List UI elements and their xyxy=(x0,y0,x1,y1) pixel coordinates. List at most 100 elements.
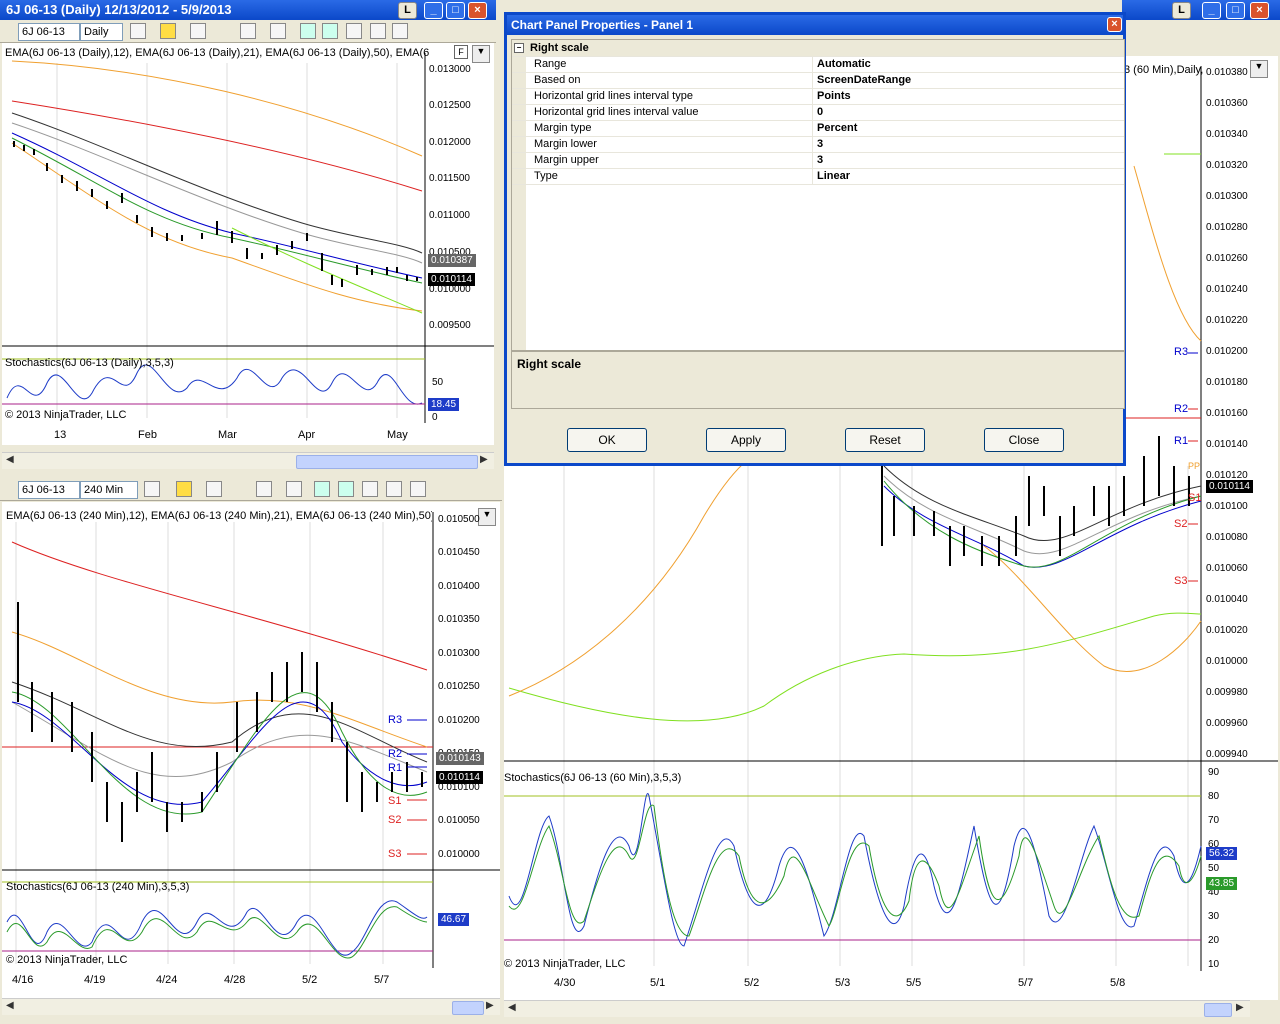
property-value[interactable]: ScreenDateRange xyxy=(812,72,911,88)
daily-window-title: 6J 06-13 (Daily) 12/13/2012 - 5/9/2013 xyxy=(6,2,232,17)
bar-type-icon[interactable] xyxy=(144,481,160,497)
crosshair-icon[interactable] xyxy=(240,23,256,39)
daily-date-label: Apr xyxy=(298,429,316,441)
property-row-range[interactable]: Range Automatic xyxy=(512,56,1124,73)
ok-button[interactable]: OK xyxy=(567,428,647,452)
period-selector[interactable]: 240 Min xyxy=(80,481,139,499)
link-button[interactable]: L xyxy=(398,2,417,19)
close-dialog-button[interactable]: Close xyxy=(984,428,1064,452)
daily-price-panel[interactable]: EMA(6J 06-13 (Daily),12), EMA(6J 06-13 (… xyxy=(2,43,494,445)
minimize-button[interactable]: _ xyxy=(424,2,443,19)
dialog-titlebar[interactable]: Chart Panel Properties - Panel 1 × xyxy=(507,15,1123,35)
copyright: © 2013 NinjaTrader, LLC xyxy=(6,954,128,966)
60min-axis-tick: 0.010320 xyxy=(1206,160,1248,171)
lock-icon[interactable] xyxy=(410,481,426,497)
scroll-thumb[interactable] xyxy=(296,455,478,469)
data-box-icon[interactable] xyxy=(300,23,316,39)
240min-date-label: 4/24 xyxy=(156,974,178,986)
60min-axis-tick: 0.010120 xyxy=(1206,470,1248,481)
bar-type-icon[interactable] xyxy=(130,23,146,39)
property-row-margin-upper[interactable]: Margin upper 3 xyxy=(512,152,1124,169)
240min-date-label: 4/19 xyxy=(84,974,106,986)
zoom-icon[interactable] xyxy=(286,481,302,497)
collapse-icon[interactable]: − xyxy=(514,43,524,53)
property-row-margin-lower[interactable]: Margin lower 3 xyxy=(512,136,1124,153)
indicators-icon[interactable] xyxy=(338,481,354,497)
scroll-left-icon[interactable]: ◀ xyxy=(6,454,14,465)
panel-dropdown-icon[interactable]: ▼ xyxy=(472,45,490,63)
pivot-r3: R3 xyxy=(1174,346,1189,358)
panel-menu-button[interactable]: F xyxy=(454,45,468,59)
panel-dropdown-icon[interactable]: ▼ xyxy=(478,508,496,526)
pencil-icon[interactable] xyxy=(176,481,192,497)
pointer-icon[interactable] xyxy=(256,481,272,497)
scroll-thumb[interactable] xyxy=(452,1001,484,1015)
60min-window-titlebar[interactable]: L _ □ × xyxy=(1122,0,1280,20)
property-row-grid-interval-type[interactable]: Horizontal grid lines interval type Point… xyxy=(512,88,1124,105)
pivot-r2: R2 xyxy=(388,748,403,760)
close-button[interactable]: × xyxy=(468,2,487,19)
pivot-s1: S1 xyxy=(388,795,402,807)
60min-axis-tick: 0.010200 xyxy=(1206,346,1248,357)
property-value[interactable]: Linear xyxy=(812,168,850,184)
apply-button[interactable]: Apply xyxy=(706,428,786,452)
60min-axis-tick: 0.010100 xyxy=(1206,501,1248,512)
scroll-right-icon[interactable]: ▶ xyxy=(486,1000,494,1011)
scroll-left-icon[interactable]: ◀ xyxy=(6,1000,14,1011)
instrument-selector[interactable]: 6J 06-13 xyxy=(18,481,80,499)
240min-toolbar: 6J 06-13 240 Min xyxy=(0,478,502,501)
60min-axis-tick: 0.010300 xyxy=(1206,191,1248,202)
daily-stoch-tick: 0 xyxy=(432,412,438,423)
instrument-selector[interactable]: 6J 06-13 xyxy=(18,23,80,41)
reset-button[interactable]: Reset xyxy=(845,428,925,452)
daily-price-chart xyxy=(2,53,494,423)
add-indicator-icon[interactable] xyxy=(190,23,206,39)
pencil-icon[interactable] xyxy=(160,23,176,39)
zoom-icon[interactable] xyxy=(270,23,286,39)
daily-window-titlebar[interactable]: 6J 06-13 (Daily) 12/13/2012 - 5/9/2013 L… xyxy=(0,0,496,20)
category-row[interactable]: − Right scale xyxy=(512,40,1124,57)
240min-horizontal-scrollbar[interactable]: ◀ ▶ xyxy=(2,998,500,1015)
properties-icon[interactable] xyxy=(386,481,402,497)
properties-icon[interactable] xyxy=(370,23,386,39)
add-indicator-icon[interactable] xyxy=(206,481,222,497)
scroll-right-icon[interactable]: ▶ xyxy=(1236,1002,1244,1013)
240min-price-panel[interactable]: EMA(6J 06-13 (240 Min),12), EMA(6J 06-13… xyxy=(2,502,500,998)
property-value[interactable]: Points xyxy=(812,88,851,104)
maximize-button[interactable]: □ xyxy=(446,2,465,19)
link-button[interactable]: L xyxy=(1172,2,1191,19)
60min-horizontal-scrollbar[interactable]: ◀ ▶ xyxy=(504,1000,1250,1017)
daily-horizontal-scrollbar[interactable]: ◀ ▶ xyxy=(2,452,494,469)
property-value[interactable]: 3 xyxy=(812,152,823,168)
daily-last-gray-tag: 0.010387 xyxy=(428,254,476,267)
copyright: © 2013 NinjaTrader, LLC xyxy=(5,409,127,421)
scroll-right-icon[interactable]: ▶ xyxy=(480,454,488,465)
60min-axis-tick: 0.010140 xyxy=(1206,439,1248,450)
property-row-grid-interval-value[interactable]: Horizontal grid lines interval value 0 xyxy=(512,104,1124,121)
maximize-button[interactable]: □ xyxy=(1226,2,1245,19)
lock-icon[interactable] xyxy=(392,23,408,39)
indicators-icon[interactable] xyxy=(322,23,338,39)
property-key: Horizontal grid lines interval value xyxy=(534,106,699,118)
property-value[interactable]: 3 xyxy=(812,136,823,152)
property-row-type[interactable]: Type Linear xyxy=(512,168,1124,185)
property-key: Margin lower xyxy=(534,138,597,150)
minimize-button[interactable]: _ xyxy=(1202,2,1221,19)
dialog-close-button[interactable]: × xyxy=(1107,17,1122,32)
scroll-left-icon[interactable]: ◀ xyxy=(508,1002,516,1013)
strategies-icon[interactable] xyxy=(346,23,362,39)
property-row-based-on[interactable]: Based on ScreenDateRange xyxy=(512,72,1124,89)
property-value[interactable]: Percent xyxy=(812,120,857,136)
daily-stoch-tick: 50 xyxy=(432,377,444,388)
pivot-s2: S2 xyxy=(1174,518,1188,530)
scroll-thumb[interactable] xyxy=(1204,1003,1232,1017)
240min-date-label: 5/2 xyxy=(302,974,318,986)
property-row-margin-type[interactable]: Margin type Percent xyxy=(512,120,1124,137)
property-value[interactable]: Automatic xyxy=(812,56,871,72)
panel-dropdown-icon[interactable]: ▼ xyxy=(1250,60,1268,78)
strategies-icon[interactable] xyxy=(362,481,378,497)
close-button[interactable]: × xyxy=(1250,2,1269,19)
period-selector[interactable]: Daily xyxy=(80,23,124,41)
property-value[interactable]: 0 xyxy=(812,104,823,120)
data-box-icon[interactable] xyxy=(314,481,330,497)
